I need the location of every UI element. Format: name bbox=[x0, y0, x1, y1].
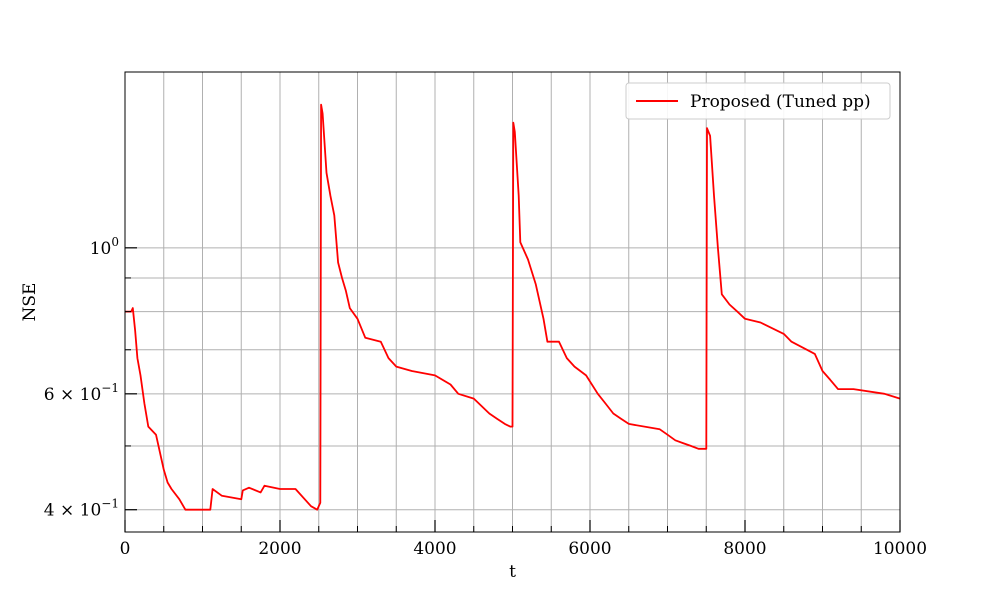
x-tick-label: 0 bbox=[120, 539, 131, 559]
x-tick-labels: 0 2000 4000 6000 8000 10000 bbox=[120, 539, 927, 559]
y-axis-label: NSE bbox=[20, 283, 40, 322]
series-line-proposed bbox=[125, 103, 901, 511]
axis-ticks bbox=[124, 247, 901, 532]
x-tick-label: 10000 bbox=[873, 539, 927, 559]
y-tick-label: 4 × 10−1 bbox=[44, 497, 119, 521]
x-tick-label: 8000 bbox=[723, 539, 766, 559]
x-tick-label: 2000 bbox=[258, 539, 301, 559]
y-tick-label: 6 × 10−1 bbox=[44, 381, 119, 405]
y-tick-label-exponent: −1 bbox=[101, 497, 119, 511]
series-lines bbox=[125, 103, 901, 511]
x-tick-label: 6000 bbox=[568, 539, 611, 559]
y-tick-label: 100 bbox=[90, 235, 119, 259]
x-tick-label: 4000 bbox=[413, 539, 456, 559]
y-tick-label-exponent: −1 bbox=[101, 381, 119, 395]
y-tick-label-exponent: 0 bbox=[111, 235, 119, 249]
legend-box bbox=[625, 82, 891, 120]
x-axis-label: t bbox=[509, 562, 516, 582]
y-tick-label-base: 10 bbox=[90, 239, 112, 259]
legend: Proposed (Tuned pp) bbox=[625, 82, 891, 120]
y-tick-label-base: 4 × 10 bbox=[44, 501, 102, 521]
y-tick-label-base: 6 × 10 bbox=[44, 385, 102, 405]
legend-label-proposed: Proposed (Tuned pp) bbox=[690, 92, 871, 112]
